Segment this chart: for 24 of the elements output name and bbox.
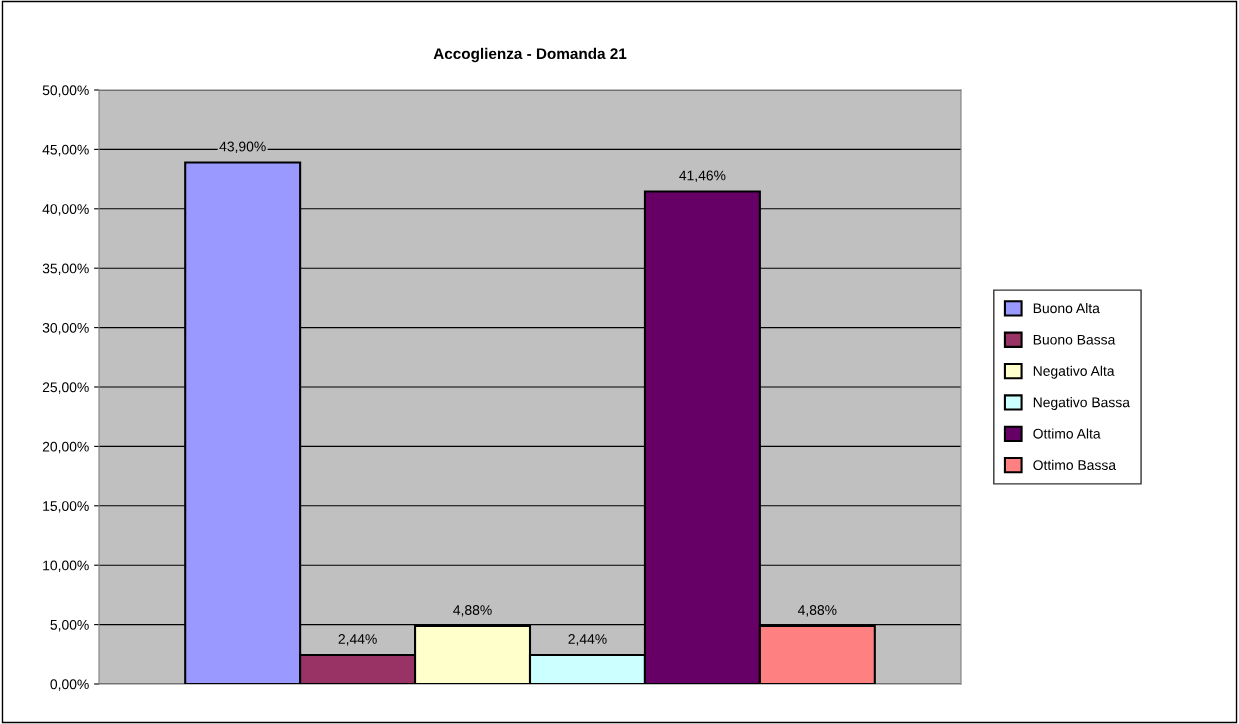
y-tick-label: 25,00% <box>42 382 89 394</box>
data-label: 4,88% <box>797 605 837 617</box>
y-tick-label: 40,00% <box>42 204 89 216</box>
data-label: 41,46% <box>679 170 726 183</box>
y-tick-label: 10,00% <box>43 560 89 573</box>
chart-title: Accoglienza - Domanda 21 <box>433 47 627 63</box>
y-tick-label: 30,00% <box>42 322 89 335</box>
data-label: 4,88% <box>453 605 492 617</box>
data-label: 2,44% <box>338 634 377 646</box>
legend-label: Ottimo Bassa <box>1033 459 1117 470</box>
y-tick-label: 50,00% <box>42 85 89 97</box>
y-tick-label: 5,00% <box>50 619 89 632</box>
data-label: 43,90% <box>219 141 266 154</box>
legend-label: Negativo Bassa <box>1033 397 1130 411</box>
y-tick-label: 20,00% <box>42 441 89 454</box>
data-label: 2,44% <box>568 634 607 646</box>
legend-label: Buono Bassa <box>1033 334 1116 345</box>
legend-label: Buono Alta <box>1033 303 1100 314</box>
y-tick-label: 35,00% <box>42 263 89 276</box>
legend-label: Negativo Alta <box>1033 365 1115 379</box>
y-tick-label: 0,00% <box>50 679 89 691</box>
y-tick-label: 45,00% <box>42 144 89 157</box>
y-tick-label: 15,00% <box>43 501 89 513</box>
legend-label: Ottimo Alta <box>1033 428 1101 439</box>
